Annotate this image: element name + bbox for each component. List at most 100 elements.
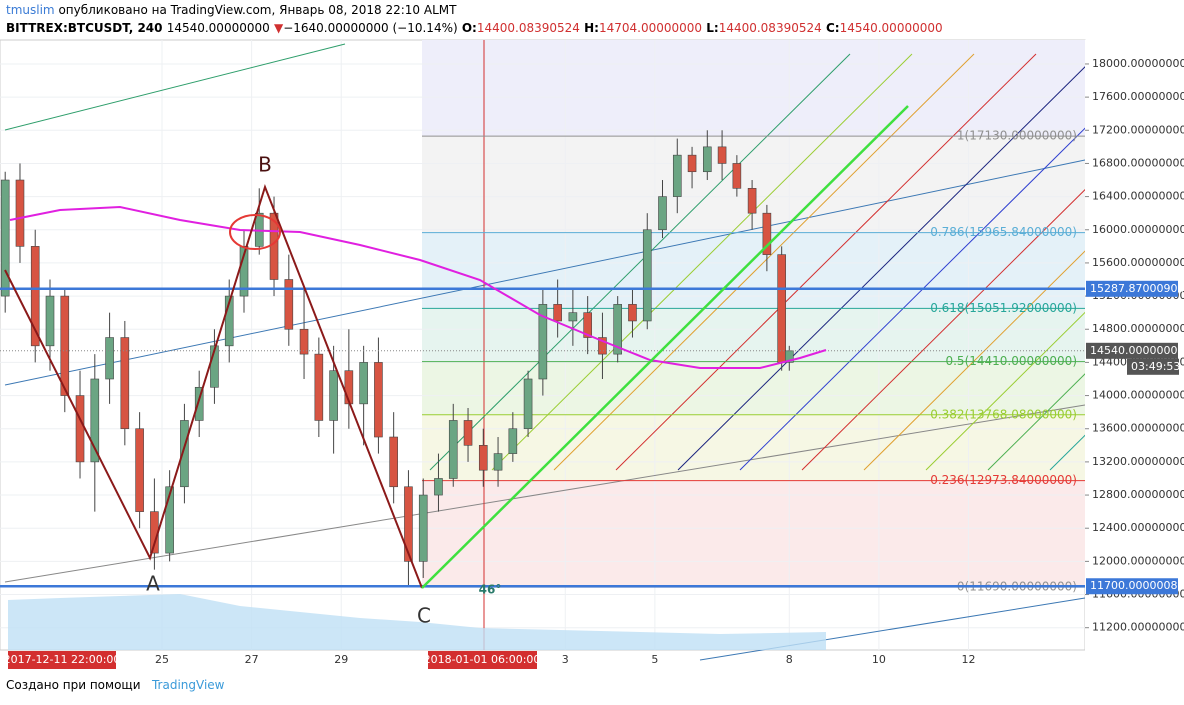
y-tick-label: 11200.00000000: [1092, 621, 1184, 634]
candle-body: [135, 428, 144, 512]
candle-body: [613, 304, 622, 355]
pitchfork-line: [863, 152, 1184, 471]
pitchfork-line: [553, 53, 975, 471]
candle-body: [75, 395, 85, 463]
fib-band: [422, 414, 1085, 481]
highlight-ellipse: [229, 214, 281, 250]
candle-body: [523, 378, 533, 430]
y-tick-label: 13600.00000000: [1092, 422, 1184, 435]
candle-body: [448, 420, 458, 479]
price-badge: [1086, 280, 1178, 297]
candle-body: [180, 420, 189, 488]
fib-label: 1(17130.00000000): [957, 129, 1077, 143]
candle-body: [15, 179, 25, 247]
y-tick-label: 12000.00000000: [1092, 554, 1184, 567]
fib-band: [422, 232, 1085, 309]
h-label: H:: [584, 21, 599, 35]
candle-body: [628, 304, 637, 322]
y-tick-label: 15600.00000000: [1092, 256, 1184, 269]
abc-pattern: [4, 183, 423, 589]
candle-body: [478, 445, 488, 471]
pitchfork-line: [677, 53, 1099, 471]
candle-body: [463, 420, 473, 446]
candle-body: [299, 328, 309, 355]
o-label: O:: [461, 21, 477, 35]
change: −1640.00000000 (−10.14%): [283, 21, 458, 35]
candle-body: [120, 337, 130, 430]
y-tick-label: 16800.00000000: [1092, 156, 1184, 169]
y-tick-label: 17600.00000000: [1092, 90, 1184, 103]
candle-body: [359, 362, 368, 405]
y-tick-label: 14800.00000000: [1092, 322, 1184, 335]
arrow: ▼: [273, 21, 284, 35]
made-with: Создано при помощи: [6, 678, 141, 692]
candle-body: [568, 312, 578, 322]
price-badge: [1086, 578, 1178, 595]
volume-area: [8, 594, 826, 650]
o: 14400.08390524: [476, 21, 580, 35]
fib-band: [422, 40, 1085, 137]
candle-body: [777, 254, 786, 363]
candle-body: [90, 378, 100, 463]
candle-body: [717, 146, 727, 164]
y-tick-label: 16000.00000000: [1092, 223, 1184, 236]
candle-body: [493, 453, 503, 471]
candle-body: [404, 486, 413, 562]
timer-badge: [1127, 358, 1179, 375]
x-tick-label: 3: [562, 653, 569, 666]
pitchfork-line: [987, 275, 1184, 471]
l: 14400.08390524: [718, 21, 822, 35]
candle-body: [45, 295, 55, 347]
fib-label: 0.236(12973.84000000): [930, 473, 1077, 487]
header-line2: BITTREX:BTCUSDT, 240 14540.00000000 ▼−16…: [6, 21, 943, 35]
x-tick-label: 12: [962, 653, 976, 666]
x-tick-label: 29: [334, 653, 348, 666]
candle-body: [329, 370, 338, 421]
l-label: L:: [706, 21, 719, 35]
candle-body: [105, 337, 114, 380]
candle-body: [672, 154, 682, 197]
price-badge-label: 15287.87000904: [1090, 282, 1184, 295]
candle-body: [60, 295, 70, 396]
candle-body: [508, 428, 518, 454]
candle-body: [194, 386, 204, 421]
trend-line: [4, 43, 346, 131]
last: 14540.00000000: [166, 21, 270, 35]
angle-label: 46°: [479, 583, 502, 597]
x-tick-label: 25: [155, 653, 169, 666]
trend-line: [4, 404, 1086, 583]
candle-body: [30, 246, 40, 347]
candle-body: [553, 304, 562, 322]
date-badge: [428, 651, 537, 669]
pitchfork-line: [429, 53, 851, 471]
price-badge-label: 14540.00000000: [1090, 344, 1184, 357]
candle-body: [687, 154, 697, 173]
user[interactable]: tmuslim: [6, 3, 55, 17]
y-tick-label: 12400.00000000: [1092, 521, 1184, 534]
date-label: 2017-12-11 22:00:00: [4, 653, 121, 666]
fib-band: [422, 480, 1085, 588]
candle-body: [165, 486, 174, 554]
fib-band: [422, 308, 1085, 362]
candle-body: [434, 478, 443, 496]
brand[interactable]: TradingView: [151, 678, 225, 692]
published: опубликовано на TradingView.com, Январь …: [58, 3, 457, 17]
candle-body: [210, 345, 219, 388]
x-tick-label: 5: [651, 653, 658, 666]
price-badge: [1086, 342, 1178, 359]
candle-body: [224, 295, 234, 347]
pitchfork-line: [491, 53, 913, 471]
pitchfork-median: [421, 105, 909, 589]
symbol: BITTREX:BTCUSDT, 240: [6, 21, 163, 35]
y-tick-label: 14000.00000000: [1092, 389, 1184, 402]
h: 14704.00000000: [598, 21, 703, 35]
fib-label: 0.618(15051.92000000): [930, 301, 1077, 315]
point-label: A: [146, 572, 160, 596]
y-tick-label: 12800.00000000: [1092, 488, 1184, 501]
y-tick-label: 18000.00000000: [1092, 57, 1184, 70]
candle-body: [702, 146, 712, 173]
header-line1: tmuslim опубликовано на TradingView.com,…: [6, 3, 456, 17]
fib-band: [422, 136, 1085, 233]
price-badge-label: 11700.00000087: [1090, 579, 1184, 592]
